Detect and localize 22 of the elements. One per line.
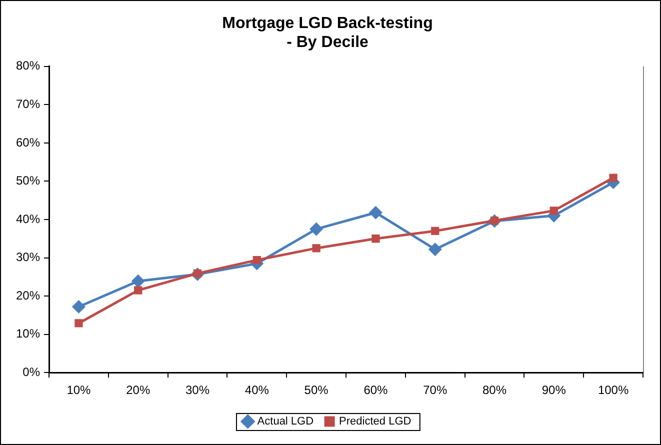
x-tick-label: 60% <box>364 383 388 398</box>
x-tick-label: 40% <box>244 383 270 398</box>
legend-label: Predicted LGD <box>339 416 412 428</box>
x-tick-label: 90% <box>542 383 566 398</box>
y-tick-label: 0% <box>22 364 40 379</box>
chart-title: Mortgage LGD Back-testing - By Decile <box>222 15 433 52</box>
y-tick-label: 30% <box>16 250 40 264</box>
y-tick-label: 70% <box>16 96 40 111</box>
x-tick-label: 30% <box>186 383 210 398</box>
x-tick-label: 100% <box>598 383 629 398</box>
x-tick-label: 50% <box>304 383 329 398</box>
x-tick-label: 10% <box>66 383 92 398</box>
legend-label: Actual LGD <box>257 416 314 428</box>
y-tick-label: 80% <box>16 58 40 73</box>
y-tick-label: 10% <box>16 326 40 341</box>
y-tick-label: 40% <box>16 212 40 226</box>
y-tick-label: 60% <box>16 135 40 150</box>
y-tick-label: 20% <box>16 288 40 302</box>
x-tick-label: 20% <box>126 383 150 398</box>
y-tick-label: 50% <box>16 174 40 188</box>
x-tick-label: 80% <box>482 383 507 398</box>
x-tick-label: 70% <box>423 383 448 398</box>
